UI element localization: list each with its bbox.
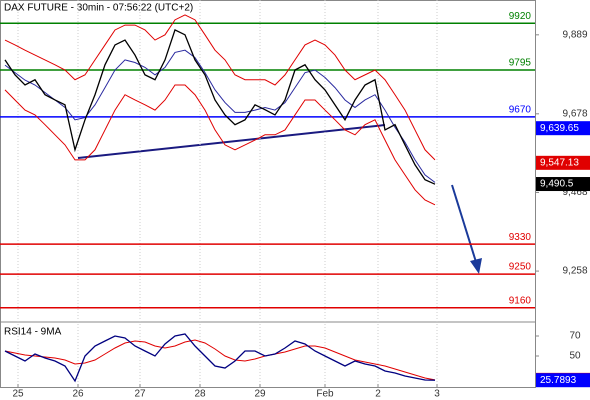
rsi-title: RSI14 - 9MA [4,327,62,338]
x-tick-label: 28 [194,389,206,400]
price-tag-label: 9,547.13 [540,157,579,168]
y-tick-label: 9,468 [562,187,587,198]
y-tick-label: 70 [569,331,581,342]
arrow-shaft [451,184,477,263]
x-tick-label: 29 [254,389,266,400]
y-tick-label: 9,678 [562,108,587,119]
level-label: 9330 [509,232,532,243]
level-label: 9250 [509,262,532,273]
x-tick-label: 27 [134,389,146,400]
x-tick-label: 2 [375,389,381,400]
x-tick-label: 3 [434,389,440,400]
y-tick-label: 50 [569,351,581,362]
x-tick-label: 26 [72,389,84,400]
arrow-head [470,258,482,274]
level-label: 9920 [509,11,532,22]
level-label: 9160 [509,295,532,306]
price-tag-label: 9,490.5 [540,179,574,190]
series-line [4,29,436,185]
x-tick-label: Feb [316,389,334,400]
x-tick-label: 25 [12,389,24,400]
frame [0,0,536,388]
price-tag [536,373,590,388]
price-tag [536,177,590,192]
level-label: 9670 [509,104,532,115]
trendline [77,124,386,159]
level-label: 9795 [509,58,532,69]
series-line [4,49,436,183]
series-line [4,339,436,381]
chart-title: DAX FUTURE - 30min - 07:56:22 (UTC+2) [4,3,193,14]
price-tag [536,155,590,170]
price-tag-label: 25.7893 [540,375,577,386]
price-tag [536,121,590,136]
y-tick-label: 9,889 [562,29,587,40]
series-line [4,14,436,161]
series-line [4,84,436,206]
price-tag-label: 9,639.65 [540,123,579,134]
y-tick-label: 9,258 [562,266,587,277]
series-line [4,333,436,383]
